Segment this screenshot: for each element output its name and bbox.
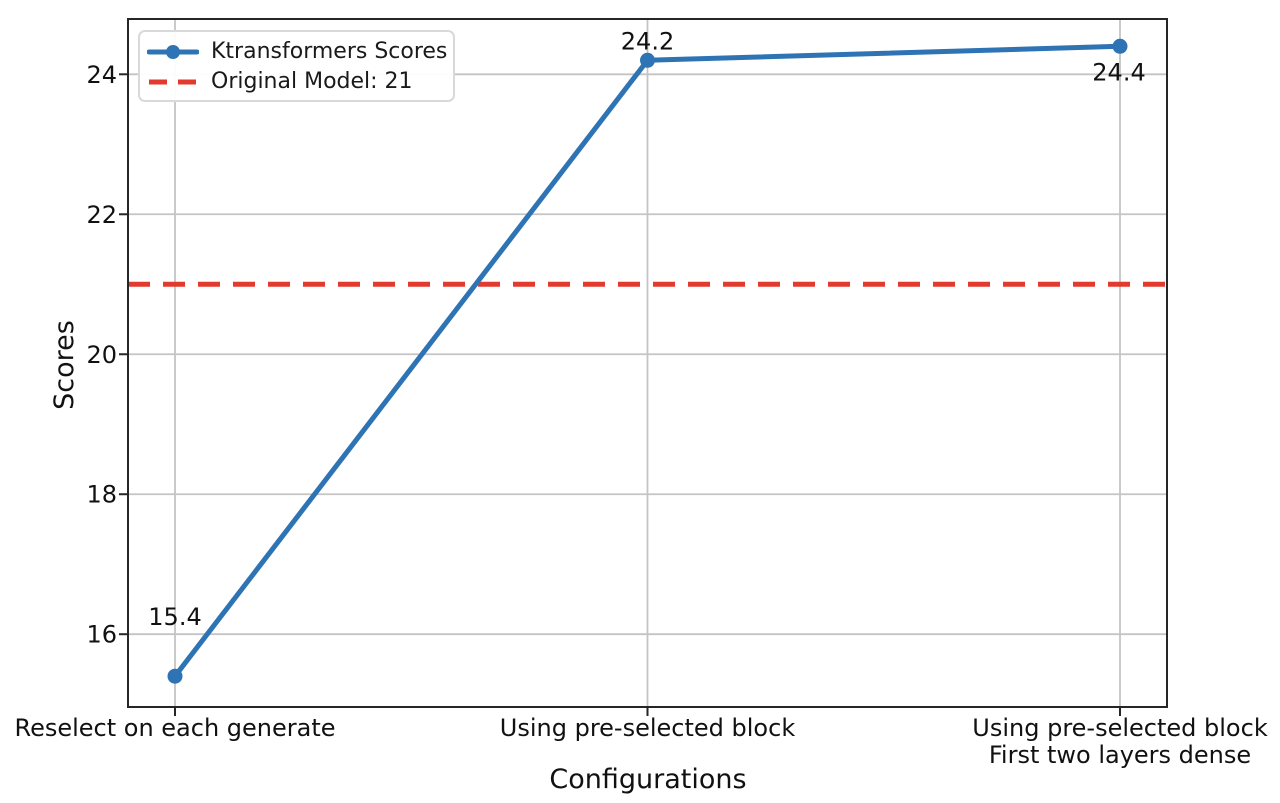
legend-series-line-icon <box>147 45 199 59</box>
x-tick-label: Using pre-selected block <box>972 714 1268 742</box>
legend-series-label: Ktransformers Scores <box>211 39 448 64</box>
legend-reference-label: Original Model: 21 <box>211 69 413 94</box>
legend-dashed-line-icon <box>149 79 197 85</box>
data-point-marker <box>1112 38 1128 54</box>
x-tick-label: First two layers dense <box>989 741 1251 769</box>
data-point-label: 24.4 <box>1092 58 1145 86</box>
data-point-label: 15.4 <box>148 603 201 631</box>
y-tick-label: 18 <box>86 481 117 509</box>
data-point-marker <box>640 52 655 68</box>
legend-item-series: Ktransformers Scores <box>147 37 453 67</box>
x-axis-title: Configurations <box>549 764 747 795</box>
data-point-label: 24.2 <box>621 27 674 55</box>
data-point-marker <box>167 668 183 684</box>
x-tick-label: Reselect on each generate <box>14 714 335 742</box>
legend: Ktransformers Scores Original Model: 21 <box>138 30 455 102</box>
x-tick-label: Using pre-selected block <box>500 714 796 742</box>
legend-item-reference: Original Model: 21 <box>147 67 453 97</box>
y-tick-label: 16 <box>86 621 117 649</box>
y-tick-label: 20 <box>86 341 117 369</box>
y-tick-label: 22 <box>86 201 117 229</box>
y-tick-label: 24 <box>86 61 117 89</box>
y-axis-title: Scores <box>49 320 80 410</box>
